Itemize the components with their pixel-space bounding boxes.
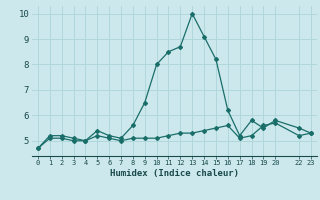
X-axis label: Humidex (Indice chaleur): Humidex (Indice chaleur) xyxy=(110,169,239,178)
